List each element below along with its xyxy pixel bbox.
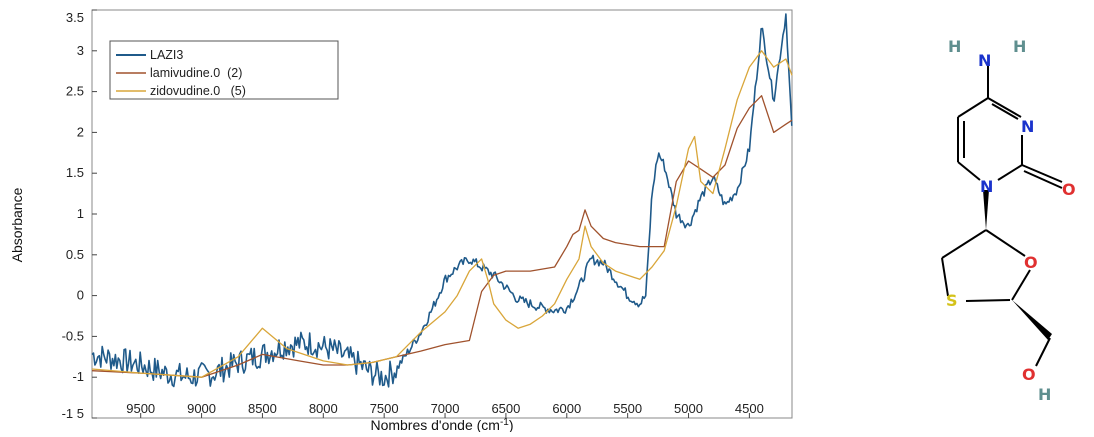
bond-c4-n3-double [992, 104, 1018, 119]
wedge-c4p-c5p [1012, 300, 1052, 340]
atom-o-hydroxyl: O [1022, 365, 1036, 384]
y-axis-label: Absorbance [9, 187, 25, 262]
chart-svg: 9500 9000 8500 8000 7500 7000 6500 6000 5500 5000… [0, 0, 800, 432]
atom-n-amine: N [978, 51, 991, 70]
x-tick-label: 6000 [552, 401, 581, 416]
x-tick-label: 9000 [187, 401, 216, 416]
y-tick-label: -1 [72, 369, 84, 384]
x-tick-label: 8000 [309, 401, 338, 416]
bond-n1-c2 [998, 165, 1022, 180]
x-tick-label: 7500 [370, 401, 399, 416]
spectrum-chart: 9500 9000 8500 8000 7500 7000 6500 6000 5500 5000… [0, 0, 800, 432]
bond-c1p-o [986, 230, 1025, 256]
x-tick-label: 6500 [491, 401, 520, 416]
legend: LAZI3 lamivudine.0 (2) zidovudine.0 (5) [110, 41, 338, 99]
wedge-n1-c1p [983, 190, 989, 230]
x-tick-label: 7000 [431, 401, 460, 416]
y-tick-label: 3.5 [66, 10, 84, 25]
x-tick-label: 4500 [735, 401, 764, 416]
bond-s-c4p [966, 300, 1010, 301]
y-tick-label: 3 [77, 43, 84, 58]
lamivudine-structure: H N H N N O O S O H [900, 0, 1094, 432]
atom-h-right: H [1013, 37, 1026, 56]
bond-c5p-o [1036, 338, 1050, 366]
atom-o-carbonyl: O [1062, 180, 1076, 199]
legend-label-zidovudine: zidovudine.0 (5) [150, 84, 246, 98]
molecule-svg: H N H N N O O S O H [900, 0, 1094, 432]
bond-c4-n3 [988, 98, 1021, 117]
bond-c4-c5 [958, 98, 988, 117]
bond-o-c4p [1012, 270, 1030, 300]
y-tick-label: 2.5 [66, 84, 84, 99]
y-tick-label: -0.5 [62, 328, 84, 343]
legend-label-lamivudine: lamivudine.0 (2) [150, 66, 242, 80]
legend-label-lazi3: LAZI3 [150, 48, 183, 62]
x-tick-label: 9500 [126, 401, 155, 416]
x-tick-label: 8500 [248, 401, 277, 416]
y-tick-label: 0.5 [66, 247, 84, 262]
atom-s-ring: S [946, 291, 958, 310]
x-axis-label: Nombres d'onde (cm-1) [370, 417, 513, 432]
atom-n-ring-lower: N [980, 177, 993, 196]
y-tick-label: 0 [77, 288, 84, 303]
atom-n-ring-upper: N [1021, 117, 1034, 136]
y-tick-label: 2 [77, 124, 84, 139]
atom-h-hydroxyl: H [1038, 385, 1051, 404]
y-tick-label: 1 [77, 206, 84, 221]
x-tick-label: 5500 [613, 401, 642, 416]
x-tick-label: 5000 [674, 401, 703, 416]
molecule-bonds [942, 65, 1062, 366]
atom-o-ring: O [1024, 253, 1038, 272]
bond-c1p-c2p [942, 230, 986, 258]
y-tick-label: 1.5 [66, 165, 84, 180]
x-axis-label-close: ) [509, 417, 514, 432]
y-tick-label: -1 5 [62, 406, 84, 421]
atom-h-left: H [948, 37, 961, 56]
bond-c6-n1 [958, 162, 980, 180]
